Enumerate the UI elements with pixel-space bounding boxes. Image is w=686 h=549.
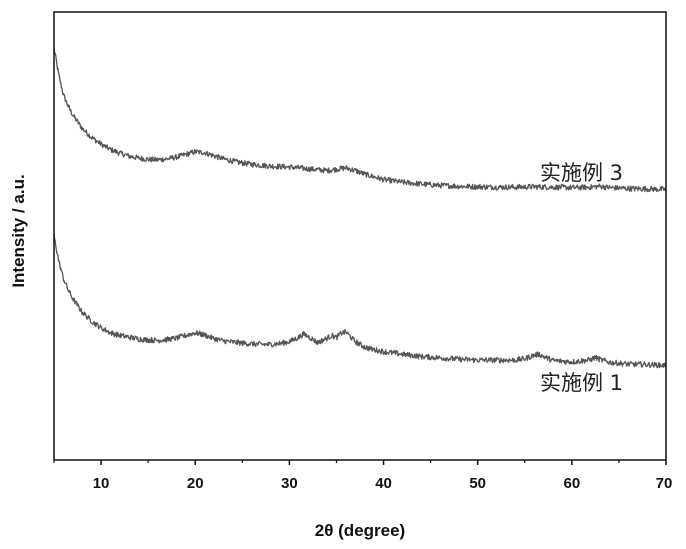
series-line-2: [54, 234, 666, 368]
tick-layer: 10 20 30 40 50 60 70: [54, 460, 672, 492]
x-tick-label-70: 70: [656, 475, 673, 492]
x-tick-label-10: 10: [93, 475, 110, 492]
x-tick-label-50: 50: [469, 475, 486, 492]
x-tick-label-30: 30: [281, 475, 298, 492]
series-label-1: 实施例 3: [540, 161, 623, 185]
x-tick-label-60: 60: [564, 475, 581, 492]
series-layer: [54, 47, 666, 368]
y-axis-title: Intensity / a.u.: [9, 174, 28, 287]
x-tick-label-20: 20: [187, 475, 204, 492]
series-label-2: 实施例 1: [540, 371, 623, 395]
x-tick-label-40: 40: [375, 475, 392, 492]
x-axis-title: 2θ (degree): [315, 521, 405, 540]
